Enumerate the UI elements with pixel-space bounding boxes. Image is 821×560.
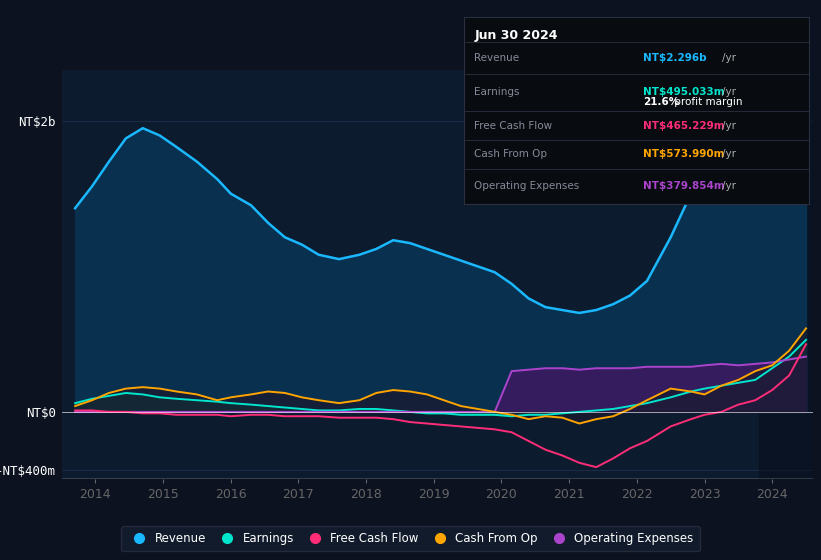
Bar (759, 70, 813, 479)
Text: NT$379.854m: NT$379.854m (643, 181, 725, 190)
Text: Free Cash Flow: Free Cash Flow (475, 120, 553, 130)
Text: Operating Expenses: Operating Expenses (475, 181, 580, 190)
Text: NT$573.990m: NT$573.990m (643, 149, 725, 158)
Text: /yr: /yr (722, 181, 736, 190)
Text: Revenue: Revenue (475, 53, 520, 63)
Text: Jun 30 2024: Jun 30 2024 (475, 29, 557, 42)
Text: NT$465.229m: NT$465.229m (643, 120, 725, 130)
Text: NT$495.033m: NT$495.033m (643, 87, 725, 97)
Text: /yr: /yr (722, 120, 736, 130)
Text: /yr: /yr (722, 87, 736, 97)
Legend: Revenue, Earnings, Free Cash Flow, Cash From Op, Operating Expenses: Revenue, Earnings, Free Cash Flow, Cash … (122, 526, 699, 551)
Text: NT$2.296b: NT$2.296b (643, 53, 707, 63)
Text: Earnings: Earnings (475, 87, 520, 97)
Text: Cash From Op: Cash From Op (475, 149, 548, 158)
Text: 21.6%: 21.6% (643, 97, 680, 107)
Text: /yr: /yr (722, 53, 736, 63)
Text: profit margin: profit margin (671, 97, 742, 107)
Text: /yr: /yr (722, 149, 736, 158)
